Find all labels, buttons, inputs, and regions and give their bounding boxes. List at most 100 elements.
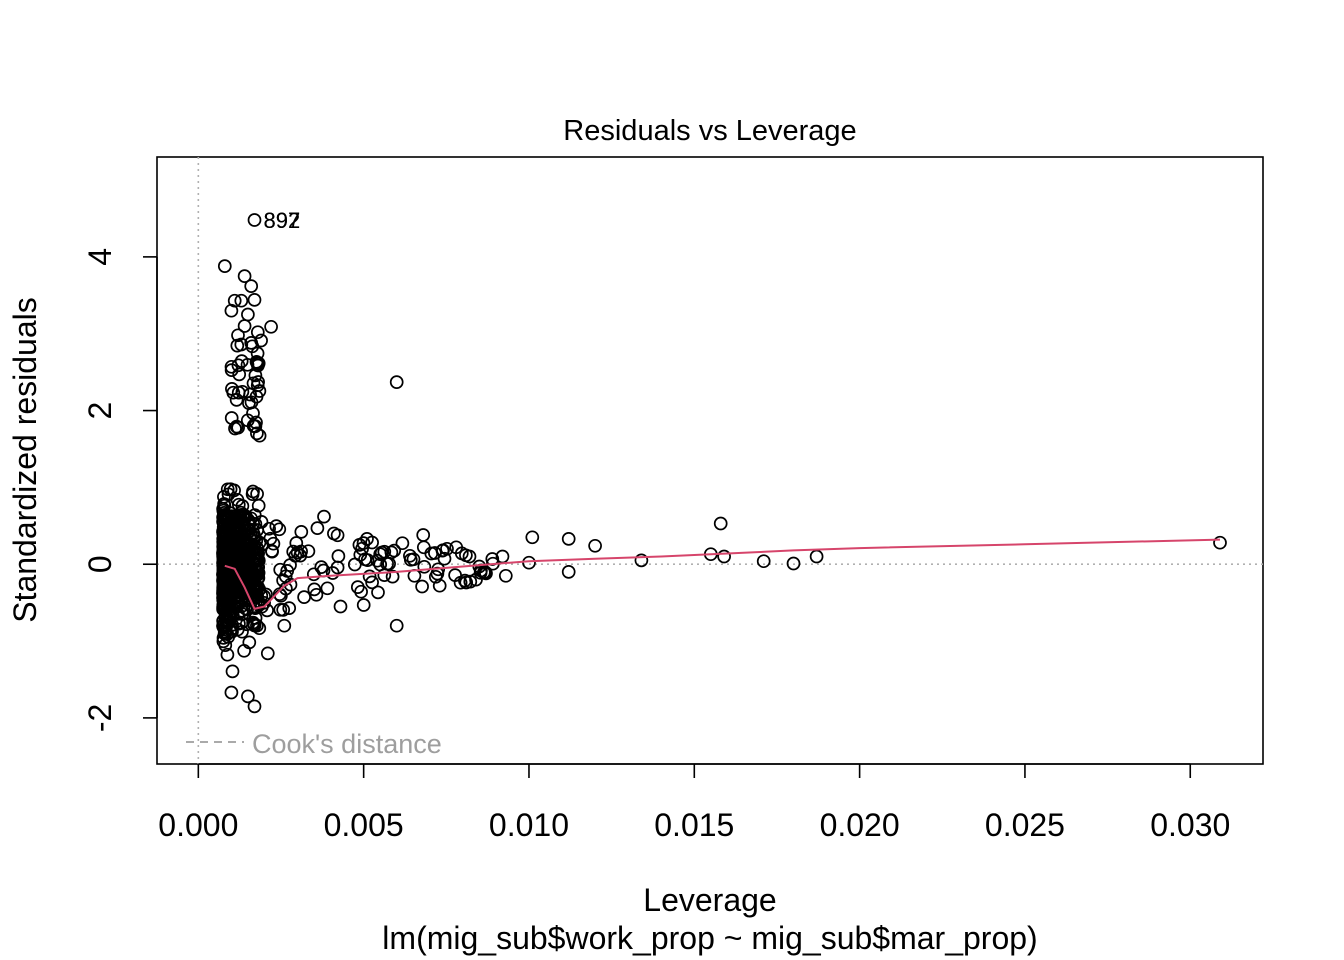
data-point: [260, 646, 275, 661]
data-point: [224, 303, 239, 318]
data-point: [227, 483, 241, 498]
data-point: [225, 664, 240, 679]
data-point: [333, 599, 348, 614]
data-point: [254, 588, 269, 603]
data-point: [247, 213, 262, 227]
y-tick-label: 0: [82, 555, 118, 573]
data-point: [231, 540, 246, 555]
data-point: [244, 279, 259, 293]
data-point: [254, 515, 269, 529]
data-point: [254, 333, 268, 348]
data-point: [301, 544, 316, 559]
data-point: [415, 579, 429, 594]
data-point: [216, 545, 231, 560]
data-point: [356, 598, 371, 612]
data-point: [234, 293, 249, 308]
data-point: [525, 530, 540, 545]
y-axis: -2 0 2 4: [82, 248, 158, 732]
data-point: [269, 519, 284, 533]
data-point: [277, 618, 292, 633]
y-axis-label: Standardized residuals: [7, 297, 43, 623]
data-point: [225, 624, 239, 639]
data-point: [242, 396, 256, 410]
model-formula-subtitle: lm(mig_sub$work_prop ~ mig_sub$mar_prop): [382, 920, 1037, 956]
data-point: [294, 525, 309, 539]
y-tick-label: -2: [82, 704, 118, 732]
data-point: [479, 566, 493, 581]
x-axis-label: Leverage: [643, 882, 776, 918]
data-point: [317, 509, 331, 524]
data-point: [224, 359, 239, 374]
data-point: [387, 543, 402, 558]
data-point: [385, 569, 400, 584]
data-point: [232, 367, 247, 382]
data-point: [371, 585, 385, 600]
x-axis: 0.000 0.005 0.010 0.015 0.020 0.025 0.030: [158, 763, 1230, 843]
data-point: [354, 584, 368, 599]
data-point: [786, 556, 801, 571]
data-point: [756, 554, 771, 569]
data-point: [347, 557, 362, 572]
data-point: [217, 259, 232, 273]
data-point: [225, 618, 239, 632]
data-point: [264, 319, 278, 334]
data-point: [462, 549, 477, 564]
x-tick-label: 0.020: [820, 807, 900, 843]
data-point: [395, 536, 410, 551]
x-tick-label: 0.005: [324, 807, 404, 843]
data-point: [236, 507, 251, 522]
data-point: [247, 699, 262, 714]
data-point: [262, 521, 276, 536]
data-point: [561, 565, 576, 579]
data-point: [246, 484, 260, 499]
data-point: [389, 618, 404, 633]
data-points: [216, 213, 1227, 714]
data-point: [362, 569, 377, 584]
data-point: [242, 635, 257, 650]
data-point: [250, 378, 265, 393]
data-point: [237, 269, 252, 283]
data-point: [234, 337, 249, 352]
data-point: [314, 560, 329, 574]
data-point: [310, 521, 325, 535]
cooks-distance-legend: Cook's distance: [186, 729, 442, 759]
data-point: [220, 559, 235, 574]
data-point: [246, 615, 260, 630]
data-point: [272, 587, 287, 602]
data-point: [273, 562, 288, 577]
data-point: [424, 546, 439, 561]
data-point: [416, 540, 431, 555]
data-point: [377, 568, 392, 582]
data-point: [389, 375, 404, 389]
data-point: [216, 581, 231, 596]
data-point: [320, 581, 335, 596]
data-point: [250, 346, 265, 361]
data-point: [220, 647, 235, 662]
data-point: [263, 531, 278, 546]
data-point: [272, 522, 287, 537]
data-point: [232, 555, 246, 569]
data-point: [276, 603, 291, 617]
data-point: [250, 426, 264, 441]
data-point: [224, 518, 238, 533]
data-point: [417, 559, 432, 574]
data-point: [437, 551, 452, 566]
data-point: [217, 497, 231, 511]
smoother-line: [224, 538, 1221, 610]
data-point: [218, 638, 233, 652]
data-point: [809, 549, 824, 564]
data-point: [249, 415, 263, 430]
data-point: [436, 543, 450, 558]
data-point: [365, 575, 379, 590]
data-point: [331, 549, 346, 563]
data-point: [449, 540, 464, 555]
data-point: [229, 419, 244, 434]
data-point: [432, 578, 447, 593]
data-point: [403, 548, 417, 563]
x-tick-label: 0.030: [1150, 807, 1230, 843]
data-point: [244, 336, 259, 350]
chart-title: Residuals vs Leverage: [563, 115, 856, 147]
data-point: [463, 574, 478, 589]
data-point: [288, 548, 303, 563]
